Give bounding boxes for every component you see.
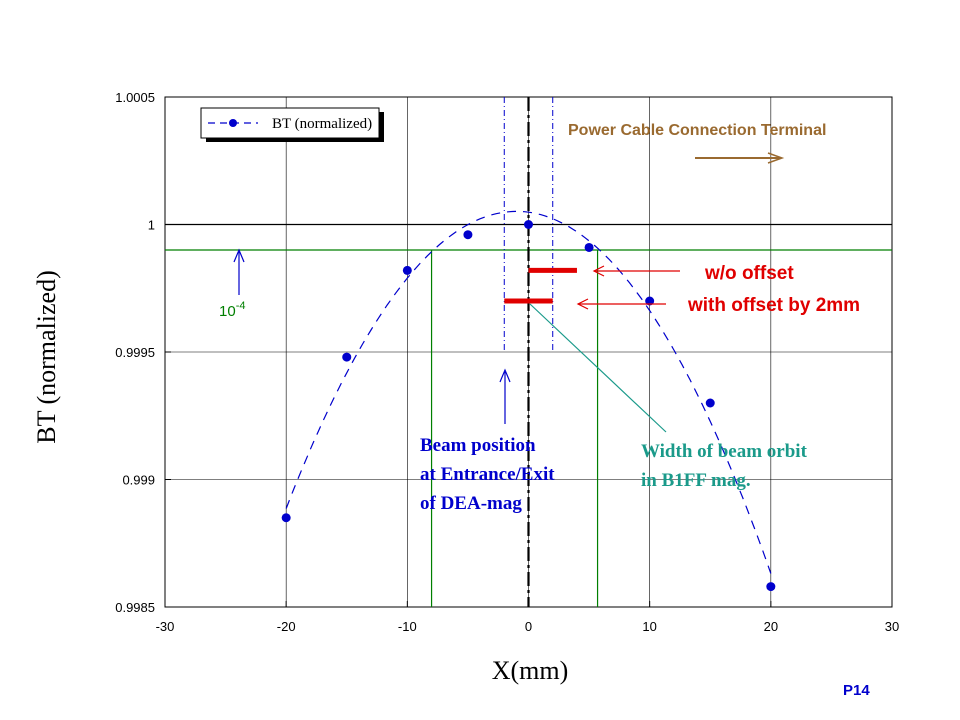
data-point: [524, 220, 533, 229]
data-point: [705, 398, 715, 408]
beam-position-line-2: at Entrance/Exit: [420, 464, 555, 485]
with-offset-arrow: [576, 298, 666, 310]
x-tick-label: -10: [398, 619, 417, 634]
page-number: P14: [843, 682, 870, 699]
y-axis-label: BT (normalized): [32, 270, 61, 444]
data-point: [645, 296, 655, 306]
x-axis-label: X(mm): [492, 656, 569, 685]
x-tick-label: 20: [764, 619, 778, 634]
data-point: [281, 513, 291, 523]
legend-label: BT (normalized): [272, 116, 372, 132]
power-cable-arrow: [695, 152, 785, 164]
data-point: [766, 582, 776, 592]
beam-position-annotation: Beam position at Entrance/Exit of DEA-ma…: [420, 368, 555, 514]
ten-base: 10: [219, 303, 236, 320]
y-tick-label: 1.0005: [115, 90, 155, 105]
ten-minus-four-label: 10-4: [219, 300, 245, 320]
beam-width-line-1: Width of beam orbit: [641, 441, 808, 462]
x-tick-label: 30: [885, 619, 899, 634]
with-offset-label: with offset by 2mm: [687, 295, 860, 316]
data-point: [463, 230, 473, 240]
beam-width-line-2: in B1FF mag.: [641, 470, 751, 491]
offset-bars: [504, 267, 577, 304]
wo-offset-label: w/o offset: [704, 263, 794, 284]
beam-width-annotation: Width of beam orbit in B1FF mag.: [529, 303, 808, 491]
beam-position-line-3: of DEA-mag: [420, 493, 522, 514]
power-cable-label: Power Cable Connection Terminal: [568, 122, 826, 139]
data-point: [402, 265, 412, 275]
data-point: [584, 242, 594, 252]
x-tick-label: 10: [642, 619, 656, 634]
legend: BT (normalized): [200, 107, 384, 142]
y-tick-label: 0.9995: [115, 345, 155, 360]
y-tick-label: 0.999: [122, 473, 155, 488]
series-bt-normalized: [281, 210, 776, 592]
beam-position-line-1: Beam position: [420, 435, 536, 456]
ten-minus-four-annotation: 10-4: [219, 248, 245, 320]
tick-labels: -30 -20 -10 0 10 20 30 0.9985 0.999 0.9995 1 1.0005: [115, 90, 899, 634]
wo-offset-arrow: [592, 265, 680, 277]
y-tick-label: 1: [148, 218, 155, 233]
legend-marker: [229, 119, 237, 127]
y-tick-label: 0.9985: [115, 600, 155, 615]
x-tick-label: 0: [525, 619, 532, 634]
ten-exponent: -4: [236, 300, 246, 312]
x-tick-label: -20: [277, 619, 296, 634]
data-point: [342, 352, 352, 362]
ten-minus-four-arrowhead: [233, 248, 245, 263]
x-tick-label: -30: [156, 619, 175, 634]
legend-box: [200, 107, 380, 139]
beam-width-pointer: [529, 303, 667, 433]
series-fit-curve: [285, 210, 772, 574]
beam-position-arrowhead: [499, 368, 511, 383]
